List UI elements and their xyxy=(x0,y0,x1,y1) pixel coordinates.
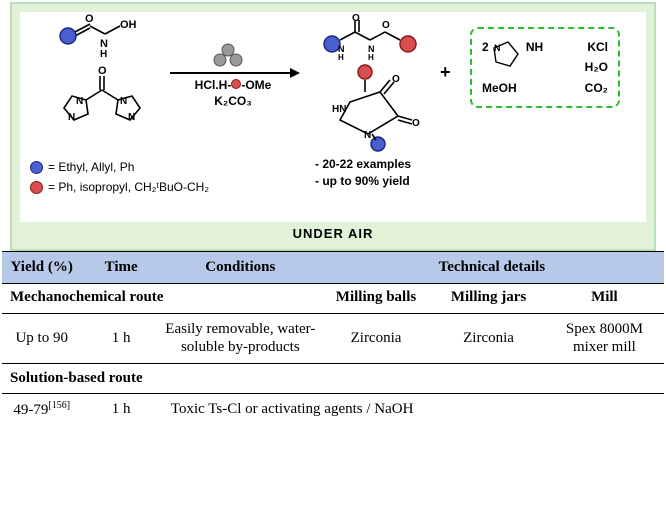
legend-blue-text: = Ethyl, Allyl, Ph xyxy=(48,160,134,174)
mech-yield: Up to 90 xyxy=(6,329,77,348)
red-ball-icon xyxy=(30,181,43,194)
byprod-meoh: MeOH xyxy=(482,78,517,98)
svg-text:N: N xyxy=(68,112,75,123)
mech-sub-jars: Milling jars xyxy=(436,288,541,307)
svg-text:H: H xyxy=(368,53,374,62)
reagent-line-1: HCl.H- -OMe xyxy=(178,78,288,92)
byproducts-box: 2 N NH KCl H₂O MeOH CO₂ xyxy=(470,27,620,108)
reagent-hcl: HCl.H- xyxy=(195,78,232,92)
mech-route-label: Mechanochemical route xyxy=(2,283,320,313)
mech-body-row: Up to 90 1 h Easily removable, water-sol… xyxy=(2,313,664,364)
mech-sub-balls: Milling balls xyxy=(324,288,429,307)
svg-text:H: H xyxy=(100,49,107,60)
plus-sign: + xyxy=(440,62,451,83)
soln-conditions: Toxic Ts-Cl or activating agents / NaOH xyxy=(161,394,664,426)
product-note-2: - up to 90% yield xyxy=(315,174,410,188)
byprod-co2: CO₂ xyxy=(585,78,608,98)
legend-blue: = Ethyl, Allyl, Ph xyxy=(30,160,134,174)
svg-text:O: O xyxy=(352,13,360,24)
imidazole-coeff: 2 xyxy=(482,40,489,54)
soln-yield-val: 49-79 xyxy=(13,402,48,418)
imidazole-nh: NH xyxy=(526,40,543,54)
hdr-yield: Yield (%) xyxy=(6,258,77,277)
mech-jars: Zirconia xyxy=(432,313,545,364)
mech-conditions: Easily removable, water-soluble by-produ… xyxy=(165,320,316,358)
soln-body-row: 49-79[156] 1 h Toxic Ts-Cl or activating… xyxy=(2,394,664,426)
byprod-h2o: H₂O xyxy=(585,57,608,77)
soln-route-label: Solution-based route xyxy=(2,364,664,394)
svg-text:OH: OH xyxy=(120,19,137,31)
reaction-arrow xyxy=(170,72,290,74)
mech-balls: Zirconia xyxy=(320,313,433,364)
under-air-label: UNDER AIR xyxy=(20,222,646,241)
product-note-1: - 20-22 examples xyxy=(315,157,411,171)
comparison-table: Yield (%) Time Conditions Technical deta… xyxy=(2,251,664,425)
svg-text:HN: HN xyxy=(332,104,346,115)
svg-text:O: O xyxy=(412,118,420,129)
blue-ball-icon xyxy=(30,161,43,174)
hdr-time: Time xyxy=(81,252,160,284)
mech-sub-mill: Mill xyxy=(545,283,664,313)
soln-time: 1 h xyxy=(81,394,160,426)
mech-mill: Spex 8000M mixer mill xyxy=(549,320,660,358)
legend-red-text: = Ph, isopropyl, CH₂ᵗBuO-CH₂ xyxy=(48,180,209,194)
svg-text:N: N xyxy=(76,96,83,107)
table-header-row: Yield (%) Time Conditions Technical deta… xyxy=(2,252,664,284)
mech-route-row: Mechanochemical route Milling balls Mill… xyxy=(2,283,664,313)
svg-text:O: O xyxy=(85,13,94,25)
reaction-scheme-panel: O N H OH O N N N N xyxy=(10,2,656,251)
reagent-ome: -OMe xyxy=(241,78,271,92)
soln-yield-ref: [156] xyxy=(48,400,70,411)
red-ball-icon xyxy=(231,79,241,89)
svg-text:H: H xyxy=(338,53,344,62)
reaction-arrow-head xyxy=(290,68,300,78)
hdr-technical: Technical details xyxy=(320,252,664,284)
svg-text:N: N xyxy=(128,112,135,123)
svg-text:N: N xyxy=(120,96,127,107)
svg-text:O: O xyxy=(392,74,400,85)
byprod-kcl: KCl xyxy=(587,37,608,57)
svg-text:O: O xyxy=(382,20,390,31)
soln-route-row: Solution-based route xyxy=(2,364,664,394)
mech-time: 1 h xyxy=(81,313,160,364)
reaction-scheme: O N H OH O N N N N xyxy=(20,12,646,222)
imidazole-N: N xyxy=(494,43,501,53)
svg-text:O: O xyxy=(98,65,107,77)
svg-text:N: N xyxy=(364,130,371,141)
reagent-line-2: K₂CO₃ xyxy=(178,94,288,108)
hdr-conditions: Conditions xyxy=(165,258,316,277)
soln-yield: 49-79[156] xyxy=(2,394,81,426)
legend-red: = Ph, isopropyl, CH₂ᵗBuO-CH₂ xyxy=(30,180,209,194)
